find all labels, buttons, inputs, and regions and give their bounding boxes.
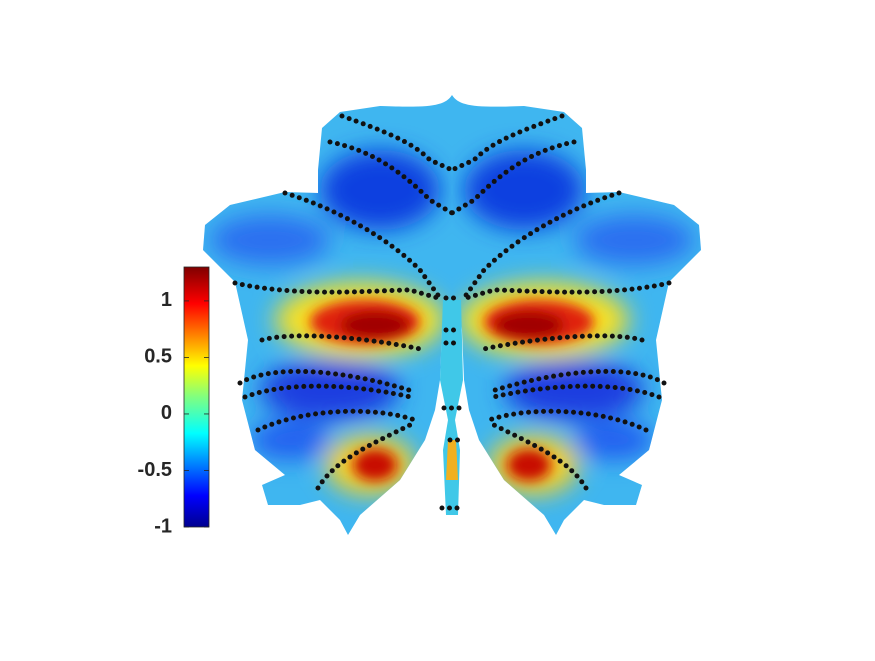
colorbar-tick-label: 0.5 bbox=[144, 346, 172, 368]
colorbar-tick-label: -0.5 bbox=[138, 459, 172, 481]
hemisphere bbox=[203, 95, 455, 535]
colorbar-tick-label: 1 bbox=[161, 289, 172, 311]
colorbar bbox=[184, 267, 209, 527]
colorbar-frame bbox=[183, 266, 210, 528]
colorbar-tick-label: -1 bbox=[154, 515, 172, 537]
flatmap bbox=[203, 90, 714, 550]
vermis-hot bbox=[446, 440, 458, 480]
colorbar-tick-label: 0 bbox=[161, 402, 172, 424]
